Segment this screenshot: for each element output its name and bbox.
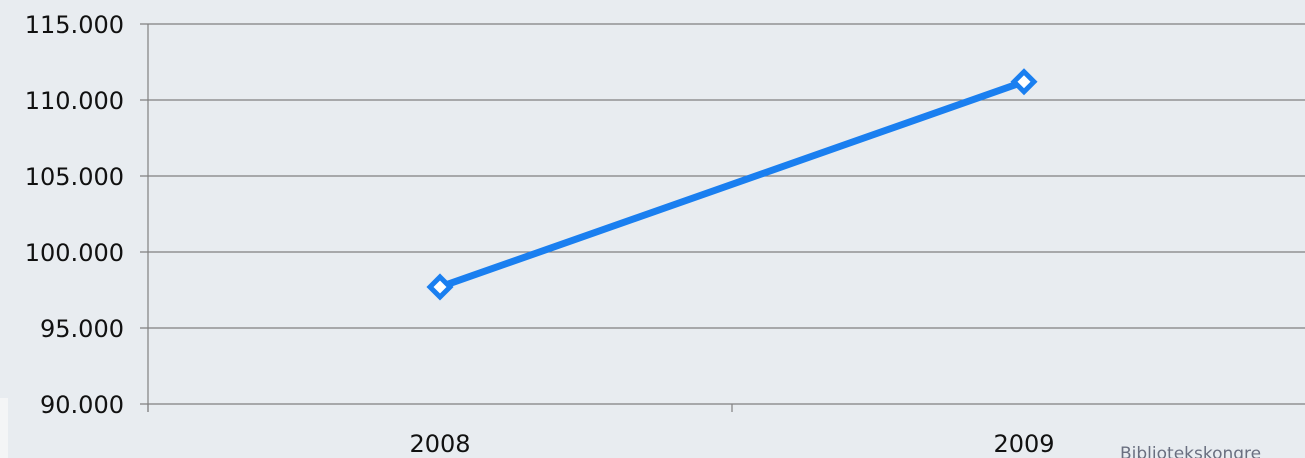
y-tick-label: 105.000 <box>25 163 124 191</box>
y-tick-label: 115.000 <box>25 11 124 39</box>
x-tick-label: 2008 <box>409 430 470 458</box>
x-tick-label: 2009 <box>993 430 1054 458</box>
data-point-marker <box>1010 68 1038 96</box>
y-tick-label: 95.000 <box>40 315 124 343</box>
y-tick-label: 100.000 <box>25 239 124 267</box>
series-line <box>436 78 1028 291</box>
left-edge-strip <box>0 398 8 458</box>
footer-caption: Bibliotekskongre <box>1120 444 1262 458</box>
data-point-marker <box>426 273 454 301</box>
y-tick-label: 110.000 <box>25 87 124 115</box>
y-tick-label: 90.000 <box>40 391 124 419</box>
